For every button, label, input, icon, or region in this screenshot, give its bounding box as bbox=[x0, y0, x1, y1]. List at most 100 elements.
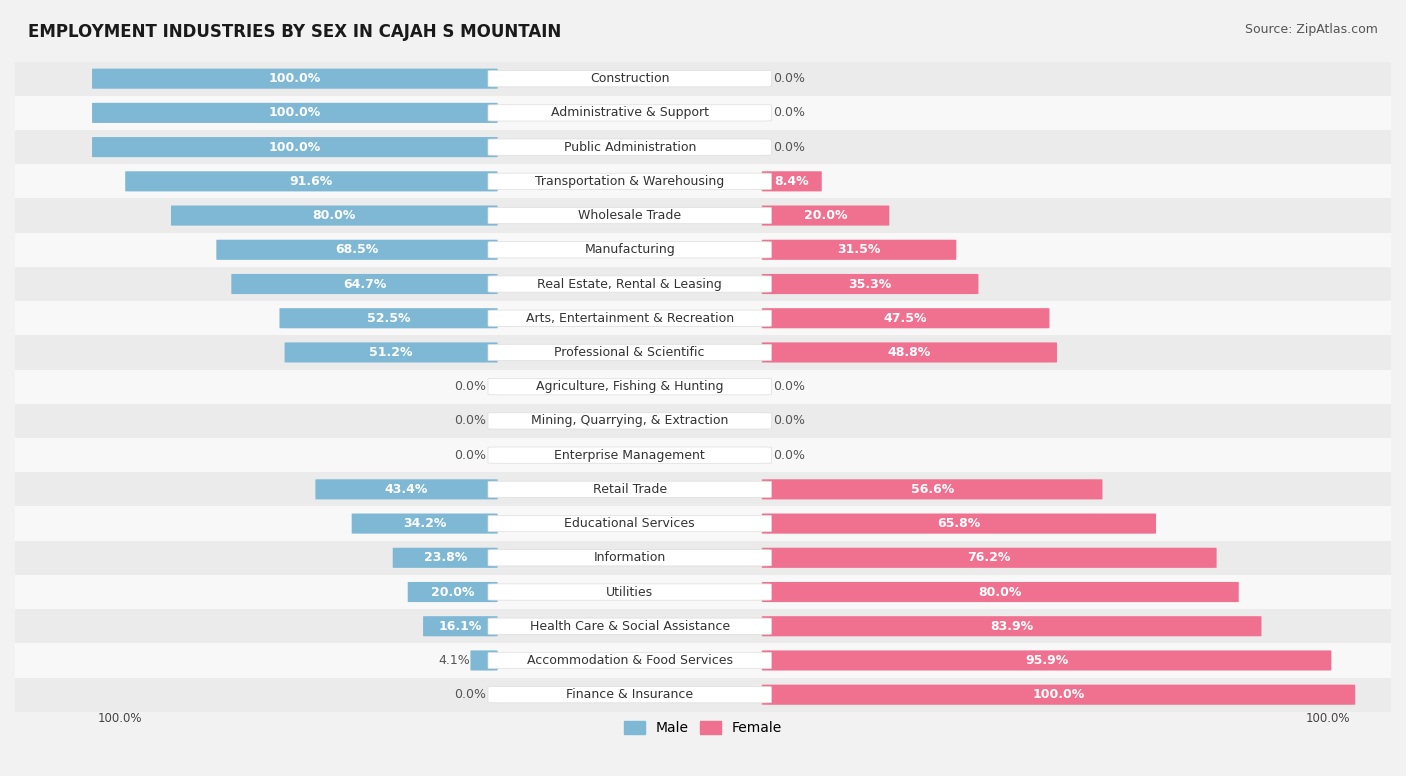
FancyBboxPatch shape bbox=[15, 404, 1391, 438]
Text: Agriculture, Fishing & Hunting: Agriculture, Fishing & Hunting bbox=[536, 380, 724, 393]
FancyBboxPatch shape bbox=[15, 643, 1391, 677]
FancyBboxPatch shape bbox=[15, 61, 1391, 95]
FancyBboxPatch shape bbox=[15, 438, 1391, 473]
FancyBboxPatch shape bbox=[488, 207, 772, 223]
FancyBboxPatch shape bbox=[125, 171, 498, 192]
FancyBboxPatch shape bbox=[488, 71, 772, 87]
FancyBboxPatch shape bbox=[15, 267, 1391, 301]
Text: 0.0%: 0.0% bbox=[454, 380, 486, 393]
Text: 8.4%: 8.4% bbox=[775, 175, 808, 188]
FancyBboxPatch shape bbox=[352, 514, 498, 534]
Text: 0.0%: 0.0% bbox=[773, 449, 804, 462]
Text: 80.0%: 80.0% bbox=[312, 209, 356, 222]
FancyBboxPatch shape bbox=[762, 308, 1049, 328]
Text: 0.0%: 0.0% bbox=[454, 414, 486, 428]
FancyBboxPatch shape bbox=[762, 514, 1156, 534]
FancyBboxPatch shape bbox=[488, 310, 772, 327]
Text: 68.5%: 68.5% bbox=[336, 244, 378, 256]
Text: 0.0%: 0.0% bbox=[773, 140, 804, 154]
Text: Information: Information bbox=[593, 551, 666, 564]
Text: Educational Services: Educational Services bbox=[564, 517, 695, 530]
Text: Construction: Construction bbox=[591, 72, 669, 85]
Legend: Male, Female: Male, Female bbox=[619, 715, 787, 740]
Text: 43.4%: 43.4% bbox=[385, 483, 429, 496]
FancyBboxPatch shape bbox=[488, 515, 772, 532]
FancyBboxPatch shape bbox=[15, 199, 1391, 233]
FancyBboxPatch shape bbox=[762, 616, 1261, 636]
FancyBboxPatch shape bbox=[91, 68, 498, 88]
FancyBboxPatch shape bbox=[15, 369, 1391, 404]
FancyBboxPatch shape bbox=[762, 342, 1057, 362]
FancyBboxPatch shape bbox=[488, 173, 772, 189]
FancyBboxPatch shape bbox=[232, 274, 498, 294]
FancyBboxPatch shape bbox=[15, 335, 1391, 369]
FancyBboxPatch shape bbox=[762, 480, 1102, 500]
Text: Arts, Entertainment & Recreation: Arts, Entertainment & Recreation bbox=[526, 312, 734, 324]
FancyBboxPatch shape bbox=[172, 206, 498, 226]
Text: 0.0%: 0.0% bbox=[773, 414, 804, 428]
FancyBboxPatch shape bbox=[762, 240, 956, 260]
FancyBboxPatch shape bbox=[284, 342, 498, 362]
Text: 56.6%: 56.6% bbox=[911, 483, 953, 496]
FancyBboxPatch shape bbox=[488, 275, 772, 292]
Text: Administrative & Support: Administrative & Support bbox=[551, 106, 709, 120]
FancyBboxPatch shape bbox=[91, 103, 498, 123]
FancyBboxPatch shape bbox=[762, 650, 1331, 670]
FancyBboxPatch shape bbox=[15, 301, 1391, 335]
Text: 64.7%: 64.7% bbox=[343, 278, 387, 290]
Text: 100.0%: 100.0% bbox=[97, 712, 142, 726]
Text: 31.5%: 31.5% bbox=[838, 244, 880, 256]
FancyBboxPatch shape bbox=[15, 507, 1391, 541]
Text: 35.3%: 35.3% bbox=[848, 278, 891, 290]
FancyBboxPatch shape bbox=[762, 582, 1239, 602]
Text: 65.8%: 65.8% bbox=[938, 517, 980, 530]
FancyBboxPatch shape bbox=[488, 139, 772, 155]
FancyBboxPatch shape bbox=[488, 481, 772, 497]
FancyBboxPatch shape bbox=[280, 308, 498, 328]
Text: Professional & Scientific: Professional & Scientific bbox=[554, 346, 704, 359]
Text: 100.0%: 100.0% bbox=[269, 106, 321, 120]
Text: Manufacturing: Manufacturing bbox=[585, 244, 675, 256]
FancyBboxPatch shape bbox=[392, 548, 498, 568]
Text: Enterprise Management: Enterprise Management bbox=[554, 449, 704, 462]
Text: 52.5%: 52.5% bbox=[367, 312, 411, 324]
FancyBboxPatch shape bbox=[488, 105, 772, 121]
FancyBboxPatch shape bbox=[488, 379, 772, 395]
Text: EMPLOYMENT INDUSTRIES BY SEX IN CAJAH S MOUNTAIN: EMPLOYMENT INDUSTRIES BY SEX IN CAJAH S … bbox=[28, 23, 561, 41]
Text: 23.8%: 23.8% bbox=[423, 551, 467, 564]
Text: 51.2%: 51.2% bbox=[370, 346, 413, 359]
Text: 100.0%: 100.0% bbox=[1032, 688, 1084, 702]
FancyBboxPatch shape bbox=[315, 480, 498, 500]
Text: Retail Trade: Retail Trade bbox=[593, 483, 666, 496]
Text: Wholesale Trade: Wholesale Trade bbox=[578, 209, 682, 222]
Text: Health Care & Social Assistance: Health Care & Social Assistance bbox=[530, 620, 730, 632]
Text: 100.0%: 100.0% bbox=[269, 72, 321, 85]
FancyBboxPatch shape bbox=[15, 130, 1391, 165]
Text: 20.0%: 20.0% bbox=[430, 586, 474, 598]
Text: Source: ZipAtlas.com: Source: ZipAtlas.com bbox=[1244, 23, 1378, 36]
Text: 0.0%: 0.0% bbox=[454, 449, 486, 462]
FancyBboxPatch shape bbox=[762, 171, 821, 192]
FancyBboxPatch shape bbox=[15, 541, 1391, 575]
FancyBboxPatch shape bbox=[762, 274, 979, 294]
Text: 16.1%: 16.1% bbox=[439, 620, 482, 632]
Text: 83.9%: 83.9% bbox=[990, 620, 1033, 632]
Text: 95.9%: 95.9% bbox=[1025, 654, 1069, 667]
Text: Accommodation & Food Services: Accommodation & Food Services bbox=[527, 654, 733, 667]
Text: 80.0%: 80.0% bbox=[979, 586, 1022, 598]
Text: 20.0%: 20.0% bbox=[804, 209, 848, 222]
Text: 76.2%: 76.2% bbox=[967, 551, 1011, 564]
FancyBboxPatch shape bbox=[15, 609, 1391, 643]
FancyBboxPatch shape bbox=[217, 240, 498, 260]
FancyBboxPatch shape bbox=[15, 473, 1391, 507]
Text: 100.0%: 100.0% bbox=[1305, 712, 1350, 726]
FancyBboxPatch shape bbox=[15, 165, 1391, 199]
FancyBboxPatch shape bbox=[488, 345, 772, 361]
FancyBboxPatch shape bbox=[488, 653, 772, 669]
Text: 4.1%: 4.1% bbox=[439, 654, 471, 667]
FancyBboxPatch shape bbox=[488, 687, 772, 703]
FancyBboxPatch shape bbox=[488, 584, 772, 600]
FancyBboxPatch shape bbox=[15, 233, 1391, 267]
Text: 100.0%: 100.0% bbox=[269, 140, 321, 154]
FancyBboxPatch shape bbox=[762, 206, 890, 226]
